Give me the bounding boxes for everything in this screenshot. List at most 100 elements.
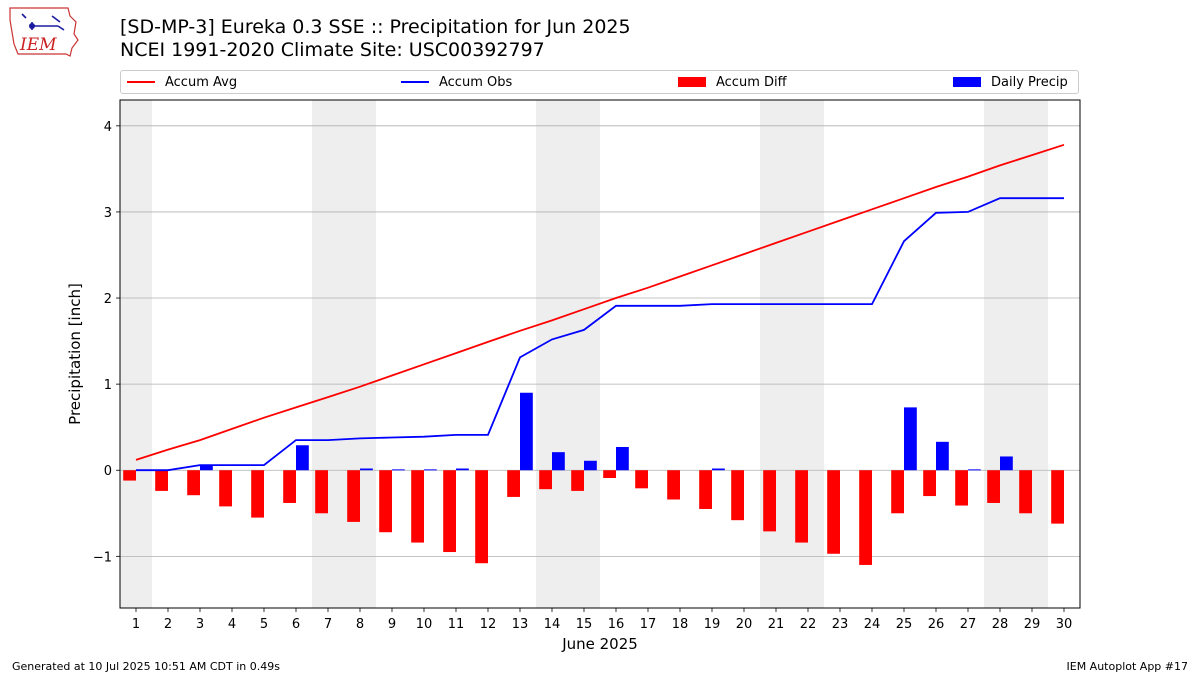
x-axis-label: June 2025 — [561, 635, 638, 653]
iowa-state-outline-icon: IEM — [9, 7, 79, 57]
accum-diff-bar — [251, 470, 264, 518]
weekend-shade — [984, 100, 1016, 608]
weekend-shade — [536, 100, 568, 608]
weekend-shade — [760, 100, 792, 608]
x-tick-label: 25 — [896, 617, 913, 632]
daily-precip-bar — [584, 460, 597, 471]
x-tick-label: 19 — [704, 617, 721, 632]
accum-diff-bar — [795, 470, 808, 543]
x-tick-label: 10 — [416, 617, 433, 632]
legend-swatch-accum-diff — [678, 77, 706, 87]
accum-diff-bar — [1019, 470, 1032, 514]
x-tick-label: 11 — [448, 617, 465, 632]
iem-logo: IEM — [8, 4, 80, 60]
x-tick-label: 5 — [260, 617, 268, 632]
x-tick-label: 16 — [608, 617, 625, 632]
accum-diff-bar — [411, 470, 424, 543]
daily-precip-bar — [904, 407, 917, 471]
chart-title: [SD-MP-3] Eureka 0.3 SSE :: Precipitatio… — [120, 16, 631, 38]
x-tick-label: 6 — [292, 617, 300, 632]
x-tick-label: 15 — [576, 617, 593, 632]
accum-diff-bar — [731, 470, 744, 521]
x-tick-label: 2 — [164, 617, 172, 632]
x-tick-label: 3 — [196, 617, 204, 632]
accum-diff-bar — [859, 470, 872, 565]
x-tick-label: 29 — [1024, 617, 1041, 632]
x-tick-label: 17 — [640, 617, 657, 632]
y-tick-label: −1 — [93, 550, 112, 565]
y-tick-label: 0 — [104, 464, 112, 479]
accum-diff-bar — [923, 470, 936, 497]
weekend-shade — [344, 100, 376, 608]
weekend-shade — [1016, 100, 1048, 608]
daily-precip-bar — [712, 468, 725, 471]
x-tick-label: 13 — [512, 617, 529, 632]
weekend-shade — [120, 100, 152, 608]
x-tick-label: 27 — [960, 617, 977, 632]
accum-diff-bar — [955, 470, 968, 506]
y-tick-label: 1 — [104, 378, 112, 393]
legend-entry-daily-precip: Daily Precip — [953, 71, 1068, 93]
legend-swatch-accum-avg — [127, 81, 155, 83]
daily-precip-bar — [968, 469, 981, 471]
daily-precip-bar — [520, 392, 533, 471]
x-tick-label: 8 — [356, 617, 364, 632]
legend-swatch-daily-precip — [953, 77, 981, 87]
y-axis-label: Precipitation [inch] — [66, 283, 84, 425]
x-tick-label: 12 — [480, 617, 497, 632]
x-tick-label: 30 — [1056, 617, 1073, 632]
accum-diff-bar — [187, 470, 200, 496]
daily-precip-bar — [552, 452, 565, 471]
accum-diff-bar — [315, 470, 328, 514]
accum-diff-bar — [763, 470, 776, 532]
accum-diff-bar — [123, 470, 136, 481]
x-tick-label: 7 — [324, 617, 332, 632]
x-tick-label: 20 — [736, 617, 753, 632]
accum-diff-bar — [667, 470, 680, 500]
accum-diff-bar — [507, 470, 520, 497]
x-tick-label: 1 — [132, 617, 140, 632]
daily-precip-bar — [360, 468, 373, 471]
x-tick-label: 9 — [388, 617, 396, 632]
x-tick-label: 21 — [768, 617, 785, 632]
footer-app-text: IEM Autoplot App #17 — [1066, 660, 1189, 673]
daily-precip-bar — [424, 469, 437, 471]
accum-diff-bar — [475, 470, 488, 564]
legend-label-accum-obs: Accum Obs — [439, 74, 513, 90]
legend-label-daily-precip: Daily Precip — [991, 74, 1068, 90]
x-tick-label: 22 — [800, 617, 817, 632]
chart-subtitle: NCEI 1991-2020 Climate Site: USC00392797 — [120, 39, 545, 61]
y-tick-label: 4 — [104, 120, 112, 135]
accum-diff-bar — [347, 470, 360, 522]
accum-diff-bar — [443, 470, 456, 553]
legend-entry-accum-avg: Accum Avg — [127, 71, 237, 93]
x-tick-label: 26 — [928, 617, 945, 632]
accum-diff-bar — [571, 470, 584, 491]
accum-diff-bar — [539, 470, 552, 490]
accum-diff-bar — [283, 470, 296, 503]
accum-diff-bar — [155, 470, 168, 491]
chart-legend: Accum Avg Accum Obs Accum Diff Daily Pre… — [120, 70, 1079, 94]
accum-diff-bar — [891, 470, 904, 514]
accum-avg-line — [135, 143, 1065, 461]
y-tick-label: 3 — [104, 206, 112, 221]
accum-diff-bar — [603, 470, 616, 478]
y-tick-label: 2 — [104, 292, 112, 307]
accum-diff-bar — [379, 470, 392, 533]
weekend-shade — [568, 100, 600, 608]
accum-diff-bar — [699, 470, 712, 509]
accum-diff-bar — [827, 470, 840, 554]
legend-label-accum-avg: Accum Avg — [165, 74, 238, 90]
x-tick-label: 28 — [992, 617, 1009, 632]
footer-generated-text: Generated at 10 Jul 2025 10:51 AM CDT in… — [12, 660, 280, 673]
x-tick-label: 14 — [544, 617, 561, 632]
daily-precip-bar — [616, 446, 629, 471]
legend-entry-accum-obs: Accum Obs — [401, 71, 512, 93]
accum-diff-bar — [635, 470, 648, 489]
accum-diff-bar — [987, 470, 1000, 503]
plot-frame — [119, 99, 1081, 609]
accum-diff-bar — [219, 470, 232, 507]
weekend-shade — [312, 100, 344, 608]
legend-swatch-accum-obs — [401, 81, 429, 83]
daily-precip-bar — [296, 445, 309, 471]
